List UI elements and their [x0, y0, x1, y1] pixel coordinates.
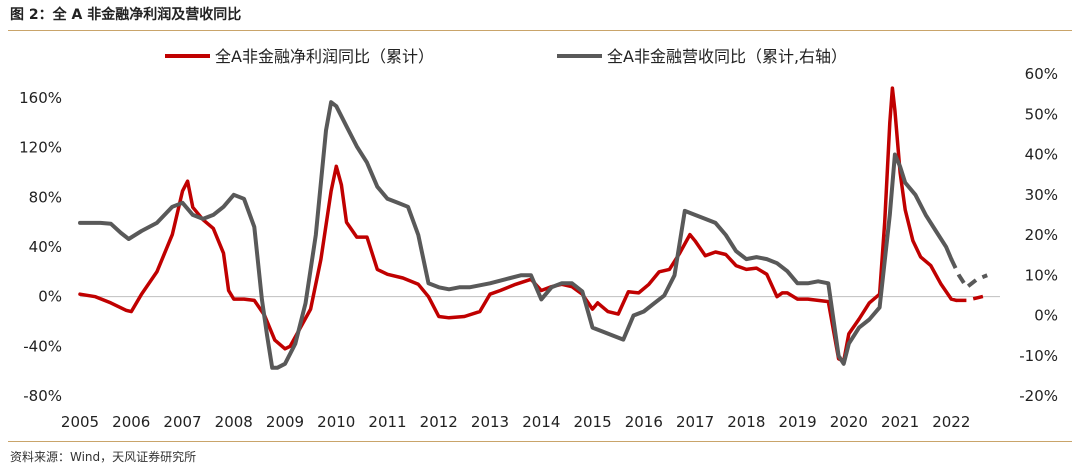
x-tick-label: 2005 — [61, 413, 99, 431]
x-tick-label: 2014 — [522, 413, 560, 431]
y-right-tick-label: 20% — [1025, 226, 1058, 244]
series-line-revenue — [78, 100, 954, 370]
plot-area — [78, 86, 988, 370]
x-tick-label: 2017 — [676, 413, 714, 431]
page-title: 图 2：全 A 非金融净利润及营收同比 — [10, 7, 242, 23]
y-right-tick-label: -20% — [1019, 387, 1058, 405]
x-tick-label: 2010 — [317, 413, 355, 431]
y-left-tick-label: 80% — [29, 188, 62, 206]
x-tick-label: 2022 — [932, 413, 970, 431]
series-forecast-profit — [956, 293, 988, 303]
top-divider — [8, 30, 1072, 31]
x-tick-label: 2008 — [215, 413, 253, 431]
bottom-divider — [8, 441, 1072, 442]
y-right-tick-label: 50% — [1025, 105, 1058, 123]
y-right-tick-label: 0% — [1034, 307, 1058, 325]
x-tick-label: 2020 — [830, 413, 868, 431]
y-left-tick-label: 160% — [19, 89, 62, 107]
x-tick-label: 2021 — [881, 413, 919, 431]
x-tick-label: 2006 — [112, 413, 150, 431]
x-tick-label: 2015 — [573, 413, 611, 431]
series-line-profit — [78, 86, 959, 363]
legend-label-revenue: 全A非金融营收同比（累计,右轴） — [607, 47, 847, 66]
x-tick-label: 2011 — [368, 413, 406, 431]
y-right-tick-label: 60% — [1025, 65, 1058, 83]
x-tick-label: 2007 — [163, 413, 201, 431]
y-left-tick-label: 40% — [29, 238, 62, 256]
y-right-tick-label: -10% — [1019, 347, 1058, 365]
series-forecast-revenue — [949, 258, 988, 290]
chart-legend: 全A非金融净利润同比（累计） 全A非金融营收同比（累计,右轴） — [165, 47, 847, 66]
chart-axes: 160% 120% 80% 40% 0% -40% -80% 60% 50% 40% 30% 20% 1… — [19, 65, 1058, 431]
x-tick-label: 2019 — [778, 413, 816, 431]
x-tick-label: 2013 — [471, 413, 509, 431]
x-tick-label: 2018 — [727, 413, 765, 431]
y-right-tick-label: 10% — [1025, 266, 1058, 284]
x-tick-label: 2016 — [625, 413, 663, 431]
source-note: 资料来源：Wind，天风证券研究所 — [10, 450, 197, 464]
line-chart: 全A非金融净利润同比（累计） 全A非金融营收同比（累计,右轴） 160% 120%… — [19, 47, 1058, 431]
x-tick-label: 2012 — [420, 413, 458, 431]
y-right-tick-label: 40% — [1025, 146, 1058, 164]
y-left-tick-label: -80% — [23, 387, 62, 405]
y-left-tick-label: 120% — [19, 139, 62, 157]
y-left-tick-label: 0% — [38, 288, 62, 306]
y-left-tick-label: -40% — [23, 337, 62, 355]
y-right-tick-label: 30% — [1025, 186, 1058, 204]
legend-label-profit: 全A非金融净利润同比（累计） — [215, 47, 434, 66]
x-tick-label: 2009 — [266, 413, 304, 431]
